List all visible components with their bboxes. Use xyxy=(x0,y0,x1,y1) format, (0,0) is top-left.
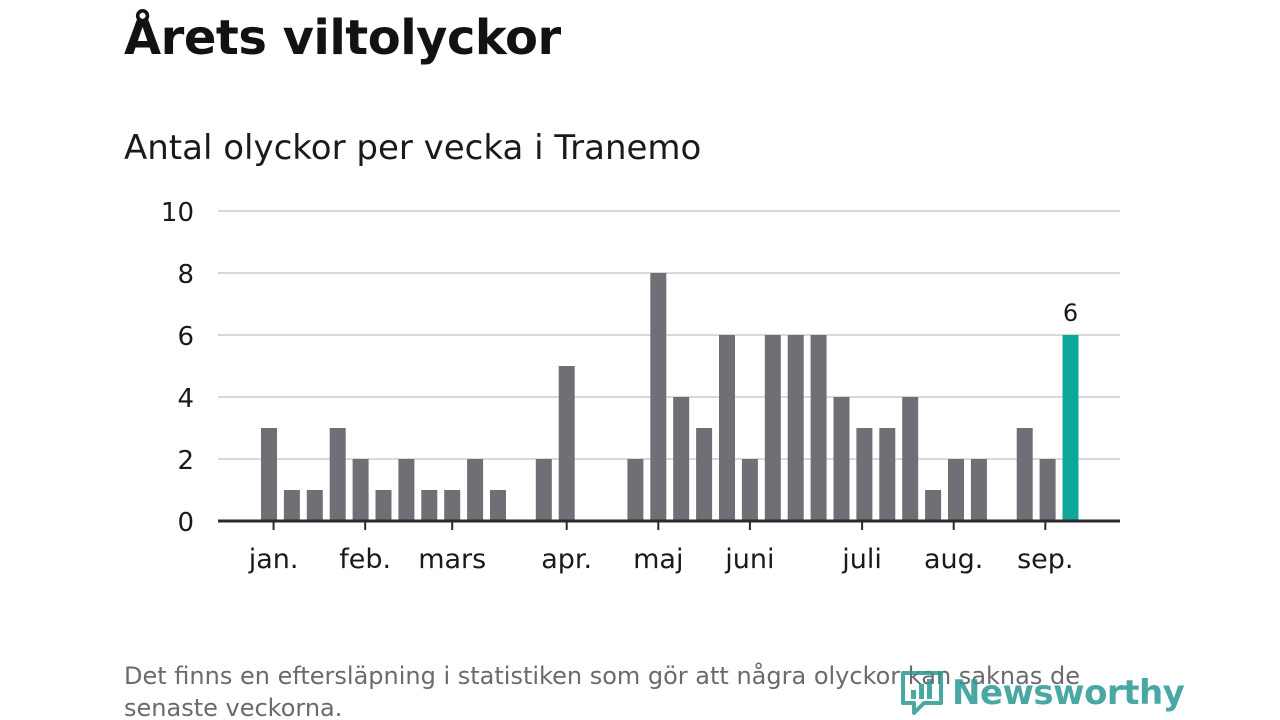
x-tick-label: feb. xyxy=(339,544,391,575)
bar xyxy=(787,335,804,521)
bar xyxy=(902,397,919,521)
x-tick-label: maj xyxy=(633,544,683,575)
bar xyxy=(627,459,644,521)
y-tick-label: 2 xyxy=(177,446,194,476)
bar xyxy=(306,490,323,521)
bar xyxy=(467,459,484,521)
chart-title: Årets viltolyckor xyxy=(124,10,561,66)
bar xyxy=(1016,428,1033,521)
bar xyxy=(856,428,873,521)
logo-text: Newsworthy xyxy=(952,673,1185,713)
bar xyxy=(719,335,735,521)
bar xyxy=(650,273,667,521)
bar xyxy=(535,459,552,521)
bar xyxy=(283,490,300,521)
bar xyxy=(421,490,438,521)
bar xyxy=(925,490,942,521)
bar xyxy=(352,459,369,521)
bar xyxy=(444,490,461,521)
bar xyxy=(764,335,781,521)
x-tick-label: juli xyxy=(841,544,882,575)
bar xyxy=(673,397,690,521)
x-tick-label: aug. xyxy=(924,544,983,575)
bar xyxy=(948,459,964,521)
bar xyxy=(261,428,277,521)
bar xyxy=(1039,459,1056,521)
y-tick-label: 0 xyxy=(177,508,194,538)
y-tick-label: 8 xyxy=(177,260,194,290)
bar xyxy=(375,490,392,521)
x-tick-label: apr. xyxy=(541,544,592,575)
bar xyxy=(696,428,713,521)
bar xyxy=(329,428,346,521)
logo-icon xyxy=(901,671,943,715)
bar xyxy=(970,459,987,521)
bar xyxy=(398,459,415,521)
y-tick-label: 10 xyxy=(161,198,194,228)
bar xyxy=(879,428,896,521)
x-tick-label: jan. xyxy=(248,544,299,575)
bar-highlight xyxy=(1062,335,1079,521)
bar xyxy=(833,397,850,521)
bar xyxy=(490,490,506,521)
newsworthy-logo: Newsworthy xyxy=(900,668,1185,718)
x-tick-label: sep. xyxy=(1017,544,1073,575)
y-tick-label: 4 xyxy=(177,384,194,414)
y-tick-label: 6 xyxy=(177,322,194,352)
bar xyxy=(741,459,758,521)
bar xyxy=(558,366,575,521)
data-label: 6 xyxy=(1063,299,1078,327)
chart-subtitle: Antal olyckor per vecka i Tranemo xyxy=(124,128,702,168)
x-tick-label: mars xyxy=(418,544,486,575)
bar xyxy=(810,335,827,521)
x-tick-label: juni xyxy=(724,544,774,575)
